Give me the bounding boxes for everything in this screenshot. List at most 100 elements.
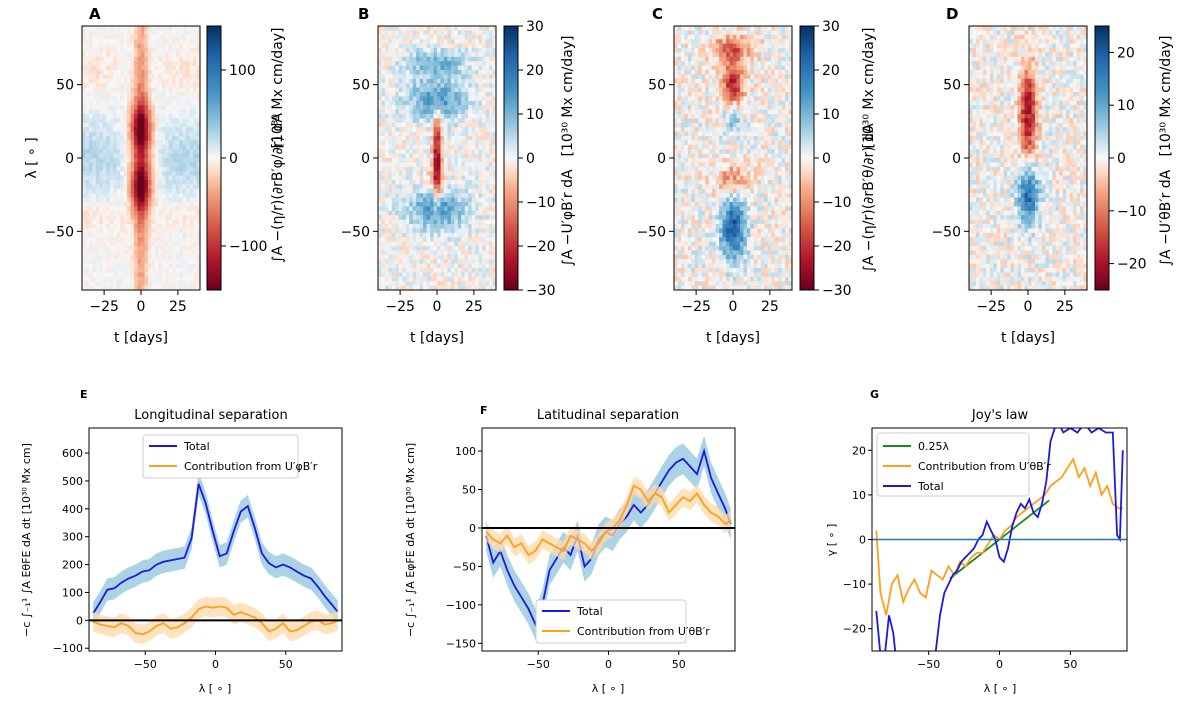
heatmap-cell xyxy=(674,109,678,115)
heatmap-cell xyxy=(719,241,723,247)
heatmap-cell xyxy=(179,87,183,93)
heatmap-cell xyxy=(127,241,131,247)
heatmap-cell xyxy=(492,206,497,212)
heatmap-cell xyxy=(134,184,138,190)
heatmap-cell xyxy=(175,61,180,66)
heatmap-cell xyxy=(179,92,183,97)
heatmap-cell xyxy=(433,56,438,62)
heatmap-cell xyxy=(130,268,135,273)
heatmap-cell xyxy=(433,162,438,168)
heatmap-cell xyxy=(113,224,118,229)
heatmap-cell xyxy=(430,268,434,273)
heatmap-cell xyxy=(412,30,417,36)
heatmap-cell xyxy=(450,127,455,132)
heatmap-cell xyxy=(694,118,699,124)
heatmap-cell xyxy=(450,254,455,260)
heatmap-cell xyxy=(684,149,689,154)
heatmap-cell xyxy=(461,219,466,225)
heatmap-cell xyxy=(430,166,434,172)
heatmap-cell xyxy=(102,65,107,71)
heatmap-cell xyxy=(158,259,163,264)
heatmap-cell xyxy=(92,254,97,260)
heatmap-cell xyxy=(391,210,396,216)
heatmap-cell xyxy=(482,272,486,278)
heatmap-cell xyxy=(461,162,466,168)
heatmap-cell xyxy=(182,136,187,141)
heatmap-cell xyxy=(92,285,97,291)
heatmap-cell xyxy=(196,118,201,124)
heatmap-cell xyxy=(88,202,93,207)
heatmap-cell xyxy=(147,254,152,260)
heatmap-cell xyxy=(127,246,131,251)
heatmap-cell xyxy=(196,136,201,141)
heatmap-cell xyxy=(715,241,720,247)
heatmap-cell xyxy=(113,281,118,286)
heatmap-cell xyxy=(161,285,166,291)
heatmap-cell xyxy=(402,118,407,124)
heatmap-cell xyxy=(409,105,414,110)
heatmap-cell xyxy=(384,65,389,71)
heatmap-cell xyxy=(492,74,497,80)
heatmap-cell xyxy=(116,232,121,238)
heatmap-cell xyxy=(409,118,414,124)
heatmap-cell xyxy=(172,100,177,106)
heatmap-cell xyxy=(172,96,177,102)
heatmap-cell xyxy=(144,166,149,172)
heatmap-cell xyxy=(134,56,138,62)
heatmap-cell xyxy=(92,206,97,212)
heatmap-cell xyxy=(189,215,194,220)
heatmap-cell xyxy=(485,184,490,190)
heatmap-cell xyxy=(416,259,420,264)
heatmap-cell xyxy=(193,272,197,278)
heatmap-cell xyxy=(437,52,441,58)
heatmap-cell xyxy=(677,61,682,66)
heatmap-cell xyxy=(193,246,197,251)
heatmap-cell xyxy=(461,78,466,84)
heatmap-cell xyxy=(154,48,159,53)
heatmap-cell xyxy=(464,263,469,269)
heatmap-cell xyxy=(398,210,403,216)
heatmap-cell xyxy=(113,285,118,291)
heatmap-cell xyxy=(412,285,417,291)
heatmap-cell xyxy=(186,180,190,185)
heatmap-cell xyxy=(468,87,473,93)
heatmap-cell xyxy=(154,188,159,194)
heatmap-cell xyxy=(440,144,445,150)
heatmap-cell xyxy=(416,180,420,185)
heatmap-cell xyxy=(134,224,138,229)
heatmap-cell xyxy=(698,118,703,124)
heatmap-cell xyxy=(123,232,128,238)
heatmap-cell xyxy=(412,83,417,88)
heatmap-cell xyxy=(82,105,86,110)
heatmap-cell xyxy=(168,109,173,115)
heatmap-cell xyxy=(120,219,124,225)
heatmap-cell xyxy=(193,285,197,291)
heatmap-cell xyxy=(461,197,466,203)
heatmap-cell xyxy=(99,162,104,168)
heatmap-cell xyxy=(106,122,111,128)
heatmap-cell xyxy=(475,237,479,242)
heatmap-cell xyxy=(168,158,173,163)
heatmap-cell xyxy=(468,241,473,247)
heatmap-cell xyxy=(116,149,121,154)
heatmap-cell xyxy=(102,228,107,234)
heatmap-cell xyxy=(715,39,720,44)
heatmap-cell xyxy=(698,74,703,80)
heatmap-cell xyxy=(402,74,407,80)
heatmap-cell xyxy=(485,136,490,141)
heatmap-cell xyxy=(402,109,407,115)
heatmap-cell xyxy=(433,184,438,190)
heatmap-cell xyxy=(475,180,479,185)
heatmap-cell xyxy=(398,114,403,119)
heatmap-cell xyxy=(489,83,493,88)
heatmap-cell xyxy=(416,149,420,154)
heatmap-cell xyxy=(461,114,466,119)
heatmap-cell xyxy=(402,83,407,88)
heatmap-cell xyxy=(478,52,483,58)
heatmap-cell xyxy=(102,114,107,119)
heatmap-cell xyxy=(489,61,493,66)
heatmap-cell xyxy=(95,272,100,278)
heatmap-cell xyxy=(492,52,497,58)
heatmap-cell xyxy=(109,180,114,185)
heatmap-cell xyxy=(461,48,466,53)
